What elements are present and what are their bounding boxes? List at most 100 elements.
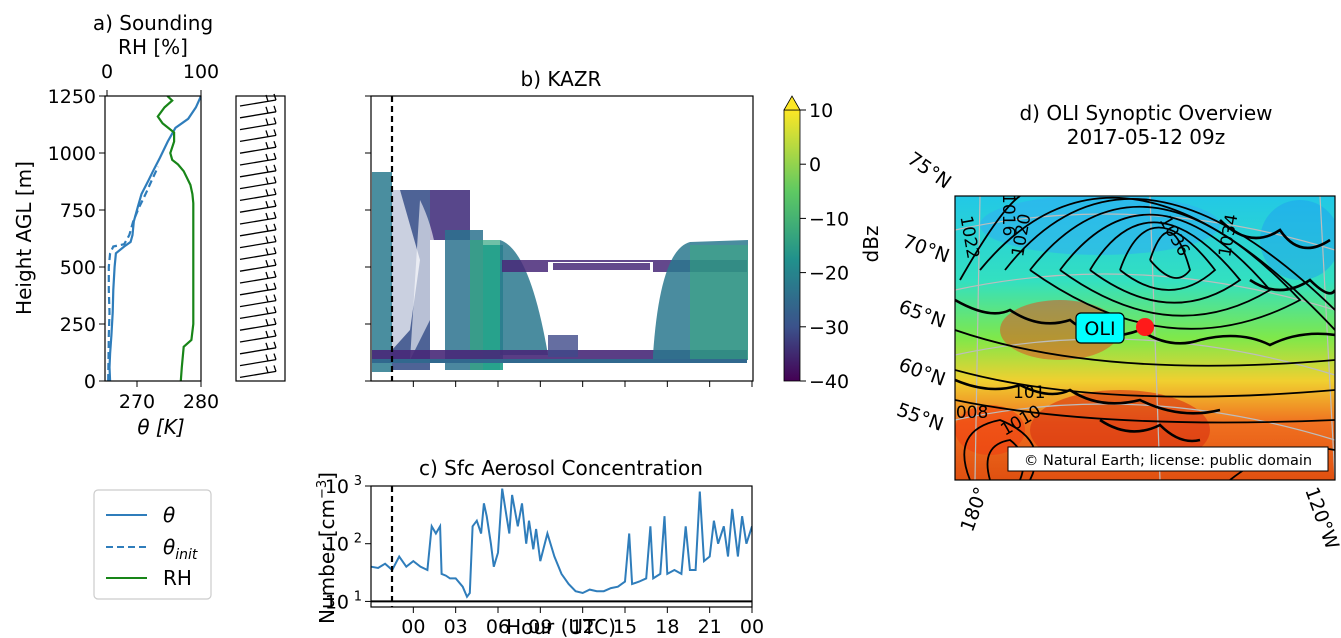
aerosol-y-tick-label: 10 bbox=[325, 534, 349, 556]
site-label-box bbox=[1075, 312, 1125, 344]
contour-label-1008: 1008 bbox=[945, 403, 988, 423]
wind-barb-icon bbox=[239, 223, 277, 237]
sounding-y-ticks: 0 250 500 750 1000 1250 bbox=[48, 86, 105, 393]
aerosol-y-tick-exponent: 2 bbox=[354, 532, 362, 547]
attribution-box bbox=[1007, 446, 1329, 472]
lon-label-120w: 120°W bbox=[1300, 484, 1341, 552]
aerosol-title: c) Sfc Aerosol Concentration bbox=[419, 456, 703, 480]
aerosol-series bbox=[370, 488, 752, 599]
aerosol-x-tick-label: 21 bbox=[698, 616, 722, 638]
kazr-y-tickmarks bbox=[365, 95, 371, 382]
aerosol-y-label: Number [cm−3] bbox=[315, 472, 339, 624]
kazr-x-tickmarks bbox=[412, 381, 753, 387]
lat-label-70: 70°N bbox=[900, 230, 953, 267]
aerosol-y-tick-label: 10 bbox=[325, 476, 349, 498]
map-field: 1036 1034 1020 1022 1016 1008 101 1010 bbox=[945, 196, 1335, 480]
aerosol-x-tick-label: 00 bbox=[740, 616, 764, 638]
map-subtitle: 2017-05-12 09z bbox=[1067, 125, 1226, 149]
attribution-text: © Natural Earth; license: public domain bbox=[1024, 453, 1312, 469]
sounding-line-θinit bbox=[107, 166, 160, 381]
wind-barb-icon bbox=[239, 247, 277, 261]
wind-barb-icon bbox=[239, 140, 277, 154]
kazr-title: b) KAZR bbox=[521, 67, 602, 91]
wind-barb-icon bbox=[239, 353, 277, 367]
sounding-x-tickmarks bbox=[136, 381, 202, 387]
sounding-panel: a) Sounding RH [%] 0 100 0 250 500 750 1000 1… bbox=[12, 11, 219, 439]
sounding-x2-tick-0: 0 bbox=[101, 61, 113, 83]
aerosol-line bbox=[370, 488, 752, 599]
legend-theta-init-label: θinit bbox=[163, 535, 198, 563]
colorbar-tick-label: −30 bbox=[809, 317, 849, 339]
wind-barb-icon bbox=[239, 317, 277, 331]
kazr-panel: b) KAZR bbox=[365, 67, 883, 393]
lat-label-65: 65°N bbox=[896, 296, 949, 333]
map-frame bbox=[954, 195, 1336, 481]
wind-barb-icon bbox=[239, 235, 277, 249]
map-title: d) OLI Synoptic Overview bbox=[1019, 101, 1272, 125]
sounding-title: a) Sounding bbox=[93, 11, 213, 35]
wind-barb-icon bbox=[239, 211, 277, 225]
wind-barb-panel bbox=[235, 93, 286, 382]
wind-barb-icon bbox=[239, 341, 277, 355]
legend-theta-label: θ bbox=[163, 503, 175, 527]
wind-barb-icon bbox=[239, 129, 277, 143]
sounding-axes-frame bbox=[104, 95, 202, 382]
aerosol-axes-frame bbox=[370, 485, 753, 608]
kazr-axes-frame bbox=[370, 95, 754, 382]
colorbar-gradient bbox=[783, 109, 801, 382]
sounding-x-label: θ [K] bbox=[137, 415, 184, 439]
sounding-y-tick-label: 1250 bbox=[48, 86, 96, 108]
sounding-y-label: Height AGL [m] bbox=[12, 161, 36, 315]
wind-barb-icon bbox=[239, 188, 277, 202]
wind-barb-icon bbox=[239, 329, 277, 343]
aerosol-x-tick-label: 12 bbox=[571, 616, 595, 638]
colorbar-extend-arrow bbox=[783, 95, 801, 111]
legend-rh-label: RH bbox=[163, 566, 192, 590]
sounding-series bbox=[107, 96, 201, 381]
wind-barb-icon bbox=[239, 176, 277, 190]
sounding-line-θ bbox=[108, 96, 201, 381]
aerosol-y-tick-label: 10 bbox=[325, 591, 349, 613]
aerosol-x-tick-label: 15 bbox=[613, 616, 637, 638]
wind-barb-frame bbox=[235, 95, 286, 382]
wind-barb-icon bbox=[239, 164, 277, 178]
aerosol-x-ticks: 00 03 06 09 12 15 18 21 00 bbox=[401, 607, 764, 638]
site-label: OLI bbox=[1084, 318, 1115, 340]
wind-barb-icon bbox=[239, 258, 277, 272]
legend: θ θinit RH bbox=[93, 489, 212, 600]
wind-barb-icon bbox=[239, 199, 277, 213]
aerosol-y-tick-exponent: 3 bbox=[354, 474, 362, 489]
wind-barb-icon bbox=[239, 306, 277, 320]
wind-barb-icon bbox=[239, 282, 277, 296]
sounding-y-tick-label: 750 bbox=[60, 200, 96, 222]
wind-barb-icon bbox=[239, 270, 277, 284]
kazr-reflectivity bbox=[372, 172, 748, 372]
red-dot-marker bbox=[1136, 318, 1154, 336]
colorbar-tick-label: −40 bbox=[809, 371, 849, 393]
legend-frame bbox=[93, 489, 212, 600]
sounding-y-tick-label: 250 bbox=[60, 314, 96, 336]
sounding-x-tick-270: 270 bbox=[119, 391, 155, 413]
aerosol-y-tick-exponent: 1 bbox=[354, 589, 362, 604]
colorbar-tick-label: 0 bbox=[809, 154, 821, 176]
kazr-colorbar: 10 0 −10 −20 −30 −40 dBz bbox=[783, 95, 883, 393]
wind-barb-icon bbox=[239, 117, 277, 131]
sounding-x2-tick-100: 100 bbox=[183, 61, 219, 83]
aerosol-x-tick-label: 09 bbox=[528, 616, 552, 638]
aerosol-x-tick-label: 03 bbox=[444, 616, 468, 638]
wind-barb-icon bbox=[239, 152, 277, 166]
aerosol-x-tick-label: 00 bbox=[401, 616, 425, 638]
colorbar-tick-label: −10 bbox=[809, 208, 849, 230]
wind-barb-icon bbox=[239, 365, 277, 379]
sounding-x-tick-280: 280 bbox=[183, 391, 219, 413]
aerosol-y-ticks: 10 1 10 2 10 3 bbox=[325, 474, 371, 613]
aerosol-x-tick-label: 06 bbox=[486, 616, 510, 638]
aerosol-x-tick-label: 18 bbox=[655, 616, 679, 638]
sounding-x2-tickmarks bbox=[106, 90, 202, 96]
sounding-y-tick-label: 500 bbox=[60, 257, 96, 279]
colorbar-label: dBz bbox=[859, 226, 883, 263]
wind-barb-icon bbox=[239, 105, 277, 119]
lon-label-180: 180° bbox=[956, 484, 992, 535]
